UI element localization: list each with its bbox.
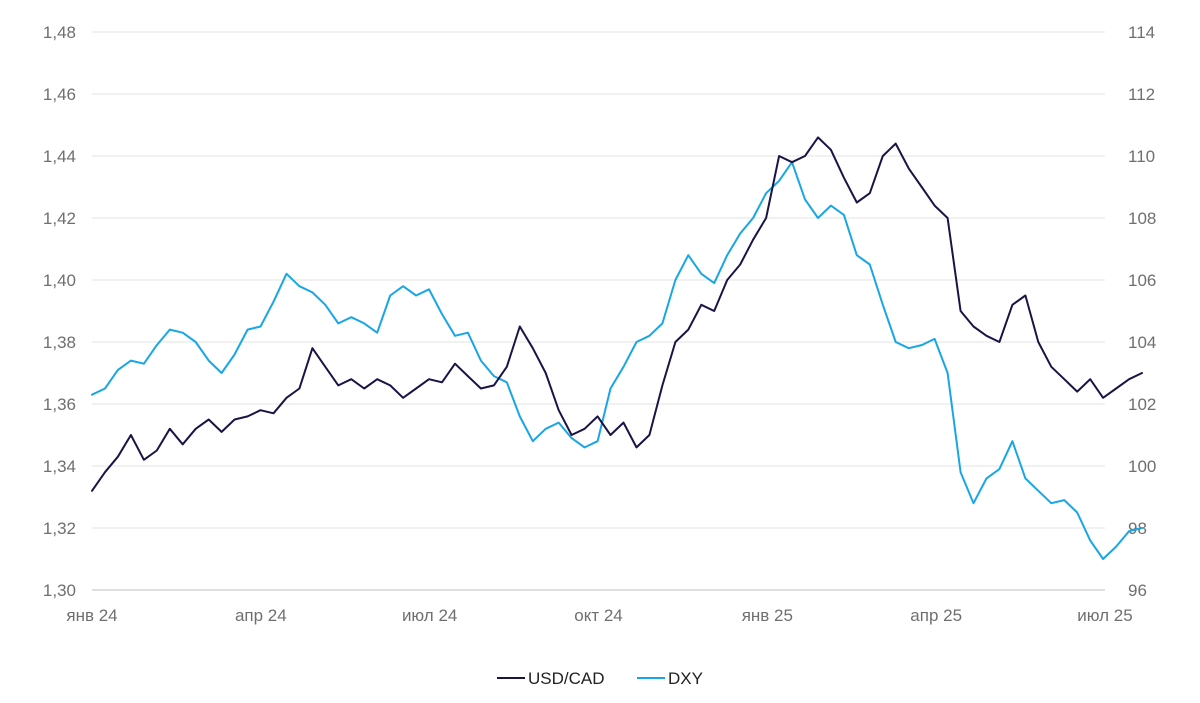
- left-y-tick-label: 1,46: [43, 85, 76, 104]
- legend-label-dxy: DXY: [668, 669, 703, 688]
- right-y-tick-label: 114: [1128, 23, 1155, 42]
- x-tick-label: июл 25: [1077, 606, 1132, 625]
- left-y-tick-label: 1,34: [43, 457, 76, 476]
- legend: USD/CAD DXY: [497, 669, 703, 688]
- left-y-tick-label: 1,32: [43, 519, 76, 538]
- series-line-dxy: [91, 161, 1143, 560]
- x-tick-label: янв 24: [66, 606, 117, 625]
- left-y-tick-label: 1,38: [43, 333, 76, 352]
- right-y-tick-label: 108: [1128, 209, 1156, 228]
- series-line-usd-cad: [91, 136, 1143, 492]
- left-y-tick-label: 1,30: [43, 581, 76, 600]
- left-y-tick-label: 1,48: [43, 23, 76, 42]
- x-tick-label: окт 24: [574, 606, 623, 625]
- right-y-tick-label: 112: [1128, 85, 1155, 104]
- x-tick-label: апр 24: [235, 606, 287, 625]
- x-tick-label: апр 25: [910, 606, 962, 625]
- gridlines: [92, 31, 1105, 591]
- right-y-tick-label: 96: [1128, 581, 1147, 600]
- left-y-tick-label: 1,40: [43, 271, 76, 290]
- right-y-tick-label: 102: [1128, 395, 1156, 414]
- legend-label-usd-cad: USD/CAD: [528, 669, 605, 688]
- x-tick-label: июл 24: [402, 606, 457, 625]
- x-tick-label: янв 25: [742, 606, 793, 625]
- left-y-tick-label: 1,42: [43, 209, 76, 228]
- left-y-tick-label: 1,36: [43, 395, 76, 414]
- right-y-tick-label: 110: [1128, 147, 1155, 166]
- series-layer: [91, 136, 1143, 560]
- right-y-tick-label: 106: [1128, 271, 1156, 290]
- right-y-tick-label: 100: [1128, 457, 1156, 476]
- right-y-tick-label: 104: [1128, 333, 1156, 352]
- left-y-tick-label: 1,44: [43, 147, 76, 166]
